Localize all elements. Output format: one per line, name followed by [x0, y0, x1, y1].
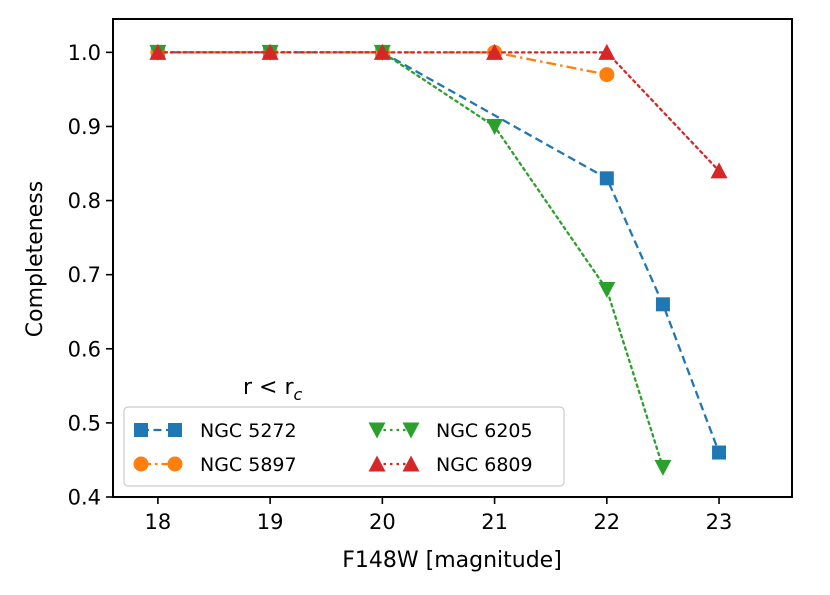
region-annotation: r < rc: [243, 375, 303, 404]
series-line: [156, 51, 721, 173]
legend-frame: [123, 406, 565, 487]
data-point: [486, 118, 504, 135]
data-point: [654, 459, 672, 476]
y-tick-label: 1.0: [68, 41, 101, 65]
legend-marker: [168, 423, 182, 437]
data-point: [261, 43, 279, 60]
data-point: [598, 281, 616, 298]
legend-entry: NGC 6809: [368, 454, 533, 476]
data-point: [655, 297, 670, 312]
legend-marker: [402, 422, 420, 439]
legend-marker: [133, 456, 149, 472]
data-point: [149, 43, 167, 60]
legend-entry: NGC 5897: [133, 454, 297, 476]
y-tick-label: 0.6: [68, 337, 101, 361]
data-point: [710, 162, 728, 179]
series-ngc-6809: [149, 43, 728, 179]
data-point: [599, 67, 615, 83]
x-tick-label: 20: [369, 510, 396, 534]
legend-entry: NGC 5272: [134, 420, 297, 442]
annotation-subscript: c: [294, 385, 303, 404]
x-tick-label: 19: [257, 510, 284, 534]
legend-marker: [134, 423, 148, 437]
y-tick-label: 0.5: [68, 411, 101, 435]
legend-entry: NGC 6205: [368, 420, 533, 442]
data-point: [373, 43, 391, 60]
data-point: [599, 171, 614, 186]
legend-label: NGC 6809: [436, 454, 533, 476]
series-layer: [149, 43, 728, 476]
data-point: [598, 43, 616, 60]
legend-label: NGC 5897: [200, 454, 297, 476]
annotation-text: r < r: [243, 375, 294, 400]
legend-marker: [368, 455, 386, 472]
legend-label: NGC 6205: [436, 420, 533, 442]
x-tick-label: 22: [593, 510, 620, 534]
legend-label: NGC 5272: [200, 420, 297, 442]
y-tick-label: 0.9: [68, 115, 101, 139]
legend-marker: [402, 455, 420, 472]
x-tick-label: 21: [481, 510, 508, 534]
legend: NGC 5272 NGC 5897 NGC 6205 NGC 6809: [123, 406, 565, 487]
y-tick-label: 0.8: [68, 189, 101, 213]
series-line: [157, 51, 608, 76]
axes-layer: 18 19 20 21 22 23 0.4 0.5 0.6 0.7 0.8 0.9 1.0: [68, 18, 793, 534]
data-point: [486, 43, 504, 60]
x-tick-label: 23: [706, 510, 733, 534]
y-tick-label: 0.7: [68, 263, 101, 287]
x-axis-label: F148W [magnitude]: [342, 548, 562, 573]
axes-frame: [112, 18, 793, 498]
legend-marker: [167, 456, 183, 472]
data-point: [712, 445, 727, 460]
y-axis-label: Completeness: [23, 181, 48, 337]
legend-marker: [368, 422, 386, 439]
y-tick-label: 0.4: [68, 486, 101, 510]
x-tick-label: 18: [145, 510, 172, 534]
